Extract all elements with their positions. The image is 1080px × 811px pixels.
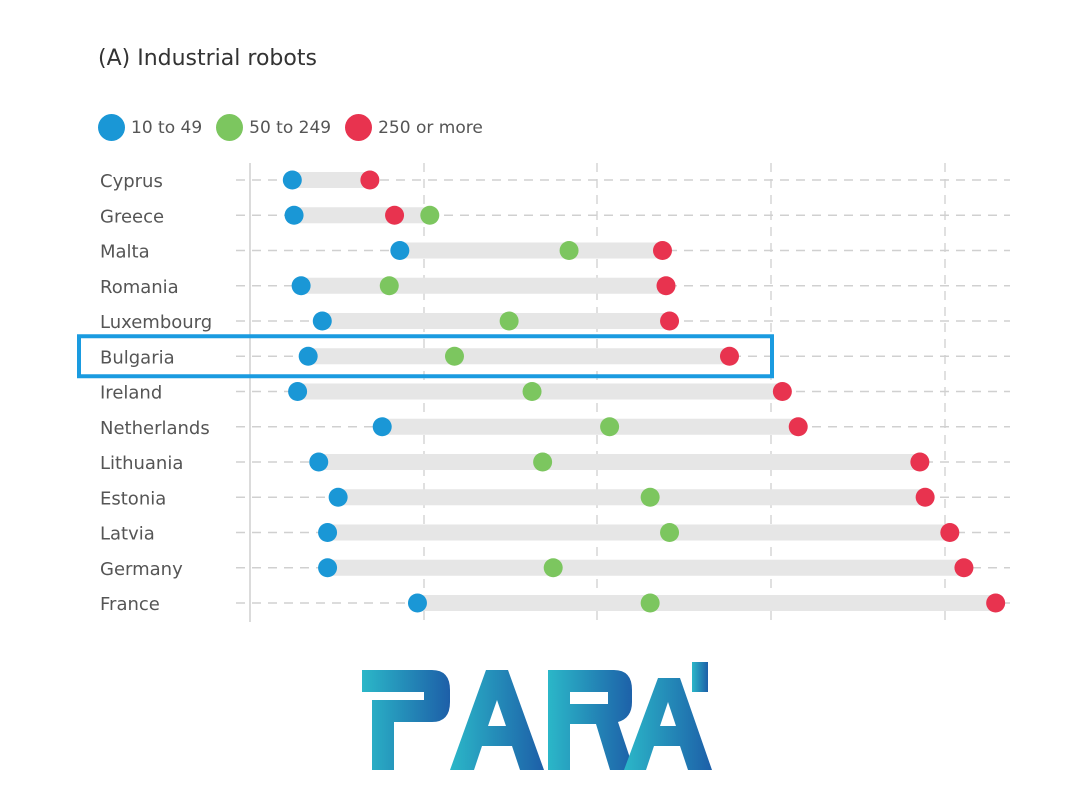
legend-label: 250 or more xyxy=(378,117,483,138)
dot-250-or-more xyxy=(656,276,676,296)
dot-10-to-49 xyxy=(318,558,338,578)
dot-250-or-more xyxy=(385,205,405,225)
range-bar xyxy=(308,348,730,365)
dot-250-or-more xyxy=(915,487,935,507)
dot-10-to-49 xyxy=(312,311,332,331)
dot-10-to-49 xyxy=(298,346,318,366)
country-label: Latvia xyxy=(100,524,155,545)
country-label: Lithuania xyxy=(100,453,183,474)
dot-250-or-more xyxy=(954,558,974,578)
country-label: Ireland xyxy=(100,383,162,404)
dot-10-to-49 xyxy=(318,523,338,542)
dot-10-to-49 xyxy=(328,487,348,507)
range-bar xyxy=(417,595,996,611)
dot-50-to-249 xyxy=(543,558,563,578)
range-bar xyxy=(382,418,799,435)
legend-dot-red xyxy=(345,114,373,141)
dot-50-to-249 xyxy=(533,452,553,472)
dot-250-or-more xyxy=(910,452,930,472)
dot-50-to-249 xyxy=(420,205,440,225)
legend-dot-green xyxy=(216,114,244,141)
country-label: Estonia xyxy=(100,488,166,509)
dot-50-to-249 xyxy=(559,241,579,260)
dot-250-or-more xyxy=(660,311,680,331)
dot-50-to-249 xyxy=(522,382,542,401)
country-label: Greece xyxy=(100,206,164,227)
dot-10-to-49 xyxy=(282,170,302,190)
dot-50-to-249 xyxy=(640,593,660,613)
range-bar xyxy=(322,313,670,329)
dot-50-to-249 xyxy=(444,346,464,366)
dot-250-or-more xyxy=(940,523,960,542)
dot-50-to-249 xyxy=(379,276,399,296)
country-label: Cyprus xyxy=(100,171,163,192)
dot-250-or-more xyxy=(360,170,380,190)
dot-10-to-49 xyxy=(291,276,311,296)
dot-250-or-more xyxy=(772,382,792,401)
dot-250-or-more xyxy=(788,417,808,437)
dot-250-or-more xyxy=(719,346,739,366)
dot-10-to-49 xyxy=(284,205,304,225)
country-label: Romania xyxy=(100,277,179,298)
range-bar xyxy=(301,277,667,294)
dot-50-to-249 xyxy=(600,417,620,437)
chart-title: (A) Industrial robots xyxy=(98,46,317,71)
dot-50-to-249 xyxy=(660,523,680,542)
country-label: Luxembourg xyxy=(100,312,212,333)
dot-50-to-249 xyxy=(499,311,519,331)
dot-10-to-49 xyxy=(309,452,329,472)
range-bar xyxy=(327,559,964,576)
dot-10-to-49 xyxy=(407,593,427,613)
dot-50-to-249 xyxy=(640,487,660,507)
highlight-box xyxy=(77,334,774,379)
legend-label: 10 to 49 xyxy=(131,117,203,138)
dot-10-to-49 xyxy=(372,417,392,437)
country-label: Bulgaria xyxy=(100,347,175,368)
legend-dot-blue xyxy=(98,114,125,141)
range-bar xyxy=(327,524,950,541)
dot-10-to-49 xyxy=(288,382,308,401)
country-label: Netherlands xyxy=(100,418,210,439)
legend: 10 to 49 50 to 249 250 or more xyxy=(98,114,497,141)
country-label: Malta xyxy=(100,242,150,263)
legend-item-50-to-249: 50 to 249 xyxy=(216,114,331,141)
range-bar xyxy=(318,454,920,470)
country-label: Germany xyxy=(100,559,183,580)
dot-10-to-49 xyxy=(390,241,410,260)
country-label: France xyxy=(100,594,160,615)
dot-250-or-more xyxy=(652,241,672,260)
range-bar xyxy=(292,172,370,188)
legend-item-10-to-49: 10 to 49 xyxy=(98,114,202,141)
dot-250-or-more xyxy=(986,593,1006,613)
range-bar xyxy=(294,207,430,224)
range-bar xyxy=(338,489,926,506)
legend-item-250-or-more: 250 or more xyxy=(345,114,483,141)
dot-plot: Cyprus Greece Malta Romania Luxembourg Bulgar… xyxy=(77,163,1010,622)
range-bar xyxy=(399,242,663,259)
legend-label: 50 to 249 xyxy=(249,117,332,138)
parai-logo xyxy=(362,662,712,770)
